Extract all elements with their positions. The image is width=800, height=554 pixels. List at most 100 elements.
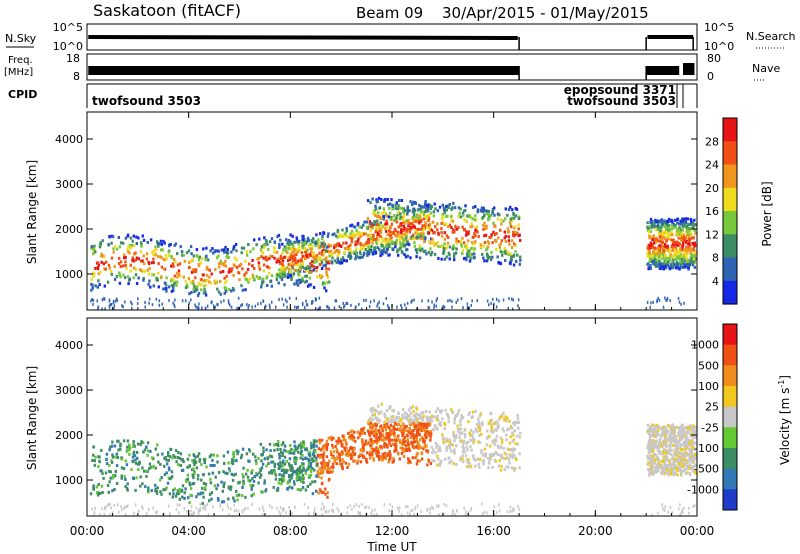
echo-cell: [222, 261, 226, 265]
ground-scatter-cell: [223, 299, 225, 303]
echo-cell: [662, 460, 665, 464]
echo-cell: [129, 269, 132, 273]
echo-cell: [373, 439, 377, 443]
echo-cell: [157, 271, 160, 275]
echo-cell: [393, 431, 396, 435]
echo-cell: [461, 454, 464, 458]
echo-cell: [654, 458, 657, 462]
echo-cell: [114, 244, 117, 248]
echo-cell: [260, 285, 263, 289]
echo-cell: [211, 464, 215, 467]
echo-cell: [277, 273, 281, 277]
freq-frame: [86, 53, 698, 81]
echo-cell: [243, 274, 247, 278]
echo-cell: [666, 231, 669, 235]
ground-scatter-cell: [101, 298, 104, 302]
echo-cell: [313, 455, 316, 458]
echo-cell: [511, 455, 514, 459]
echo-cell: [366, 233, 370, 237]
echo-cell: [433, 244, 436, 248]
echo-cell: [192, 476, 195, 480]
echo-cell: [504, 207, 507, 211]
echo-cell: [214, 268, 217, 271]
ground-scatter-cell: [662, 305, 665, 309]
cpid-label: CPID: [8, 88, 37, 101]
echo-cell: [439, 423, 443, 427]
echo-cell: [301, 486, 305, 489]
echo-cell: [144, 485, 147, 489]
echo-cell: [447, 420, 450, 424]
echo-cell: [418, 414, 422, 417]
echo-cell: [181, 469, 184, 472]
echo-cell: [647, 461, 650, 465]
echo-cell: [300, 257, 303, 261]
echo-cell: [426, 214, 429, 218]
echo-cell: [649, 243, 653, 247]
echo-cell: [134, 258, 138, 262]
echo-cell: [126, 445, 129, 449]
echo-cell: [473, 247, 477, 251]
echo-cell: [119, 275, 122, 279]
echo-cell: [368, 438, 372, 442]
echo-cell: [230, 289, 233, 293]
echo-cell: [474, 205, 477, 209]
echo-cell: [388, 450, 391, 454]
echo-cell: [287, 462, 291, 466]
echo-cell: [129, 263, 132, 267]
echo-cell: [483, 241, 487, 244]
echo-cell: [686, 471, 689, 475]
echo-cell: [423, 225, 426, 228]
echo-cell: [181, 484, 185, 488]
echo-cell: [678, 225, 681, 229]
echo-cell: [386, 247, 390, 251]
echo-cell: [156, 240, 159, 244]
echo-cell: [167, 250, 170, 254]
echo-cell: [125, 463, 129, 467]
echo-cell: [683, 250, 686, 254]
echo-cell: [366, 199, 370, 203]
echo-cell: [657, 462, 660, 466]
echo-cell: [377, 247, 381, 251]
echo-cell: [655, 425, 658, 429]
echo-cell: [663, 437, 666, 441]
echo-cell: [394, 446, 397, 450]
echo-cell: [406, 254, 410, 258]
echo-cell: [257, 457, 260, 460]
echo-cell: [227, 256, 230, 259]
echo-cell: [662, 432, 666, 436]
ground-scatter-cell: [144, 305, 146, 309]
echo-cell: [681, 219, 685, 223]
echo-cell: [321, 469, 325, 473]
echo-cell: [500, 415, 504, 419]
echo-cell: [679, 262, 682, 266]
echo-cell: [387, 243, 391, 247]
echo-cell: [159, 490, 162, 494]
echo-cell: [646, 251, 649, 255]
echo-cell: [165, 471, 168, 475]
echo-cell: [480, 432, 483, 436]
echo-cell: [284, 267, 287, 271]
echo-cell: [195, 248, 199, 252]
echo-cell: [498, 245, 502, 249]
echo-cell: [322, 264, 325, 268]
echo-cell: [418, 219, 421, 222]
echo-cell: [230, 250, 233, 254]
echo-cell: [344, 461, 348, 465]
echo-cell: [422, 437, 425, 441]
echo-cell: [462, 241, 466, 245]
ground-scatter-cell: [112, 299, 115, 303]
echo-cell: [147, 490, 150, 494]
echo-cell: [269, 449, 272, 453]
ground-scatter-cell: [317, 307, 319, 311]
echo-cell: [383, 412, 386, 416]
echo-cell: [290, 476, 293, 480]
echo-cell: [333, 460, 336, 463]
ground-scatter-cell: [649, 305, 651, 309]
echo-cell: [307, 271, 311, 275]
echo-cell: [477, 425, 480, 429]
echo-cell: [356, 239, 360, 243]
echo-cell: [198, 283, 201, 287]
echo-cell: [380, 457, 384, 461]
echo-cell: [265, 464, 268, 468]
echo-cell: [682, 233, 685, 237]
